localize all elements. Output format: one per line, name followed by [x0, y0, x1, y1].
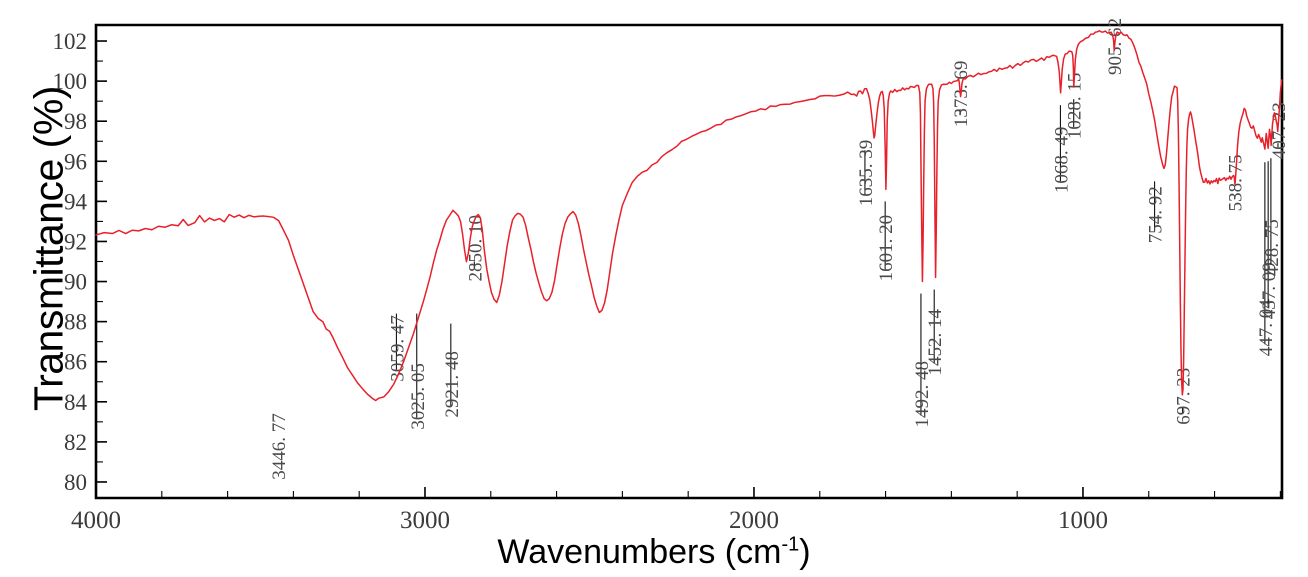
y-tick-label-group: 80 82 84 86 88 90 92 94 96 98 100 102 — [53, 29, 88, 495]
peak-label: 3059. 47 — [387, 315, 408, 382]
peak-annotation: 1028. 15 — [1065, 73, 1086, 140]
peak-label: 1068. 49 — [1051, 127, 1072, 194]
peak-label: 1601. 20 — [876, 215, 897, 282]
peak-annotation: 3025. 05 — [408, 313, 429, 430]
axis-frame — [94, 23, 1284, 500]
peak-annotation: 3059. 47 — [387, 313, 408, 382]
peak-label: 538. 75 — [1226, 154, 1247, 211]
peak-label: 905. 62 — [1105, 18, 1126, 75]
y-axis-tick-label: 86 — [64, 350, 87, 375]
peak-annotation: 447. 04 — [1256, 162, 1277, 356]
peak-annotation: 1068. 49 — [1051, 105, 1072, 193]
y-axis-tick-label: 100 — [53, 69, 88, 94]
peak-annotation: 1635. 39 — [856, 140, 877, 207]
peak-annotation: 428. 75 — [1262, 158, 1283, 276]
peak-label: 1492. 48 — [912, 361, 933, 428]
x-axis-tick-label: 2000 — [729, 507, 779, 534]
y-axis-tick-label: 102 — [53, 29, 88, 54]
spectrum-trace — [95, 29, 1283, 402]
y-axis-tick-label: 90 — [64, 270, 87, 295]
y-axis-tick-label: 92 — [64, 229, 87, 254]
x-axis-tick-label: 1000 — [1058, 507, 1108, 534]
peak-label: 3025. 05 — [408, 363, 429, 430]
peak-annotation: 697. 23 — [1174, 368, 1195, 425]
peak-label: 2850. 10 — [465, 215, 486, 282]
y-axis-tick-label: 82 — [64, 430, 87, 455]
peak-annotation: 1601. 20 — [876, 201, 897, 281]
peak-annotation: 1492. 48 — [912, 293, 933, 428]
peak-annotation: 437. 09 — [1259, 161, 1280, 319]
peak-label: 1635. 39 — [856, 140, 877, 207]
peak-label: 3446. 77 — [269, 413, 290, 480]
peak-label: 1028. 15 — [1065, 73, 1086, 140]
peak-label: 428. 75 — [1262, 219, 1283, 276]
y-axis-tick-label: 80 — [64, 470, 87, 495]
peak-annotation: 754. 92 — [1146, 181, 1167, 243]
axis-frame-group — [94, 23, 1284, 500]
peak-annotation: 1452. 14 — [925, 289, 946, 376]
x-axis-title-superscript: -1 — [781, 533, 800, 556]
y-axis-tick-label: 98 — [64, 109, 87, 134]
x-axis-tick-label: 3000 — [400, 507, 450, 534]
peak-label: 447. 04 — [1256, 299, 1277, 357]
peak-annotation: 2921. 48 — [442, 323, 463, 418]
peak-annotation: 905. 62 — [1105, 18, 1126, 75]
peak-label: 2921. 48 — [442, 351, 463, 418]
peak-annotation: 2850. 10 — [465, 215, 486, 282]
peak-label: 754. 92 — [1146, 186, 1167, 243]
y-axis-tick-label: 88 — [64, 310, 87, 335]
y-axis-tick-label: 94 — [64, 189, 88, 214]
peak-annotation: 3446. 77 — [269, 413, 290, 480]
x-axis-tick-label: 4000 — [71, 507, 121, 534]
x-tick-label-group: 4000 3000 2000 1000 — [71, 507, 1108, 534]
x-axis-title-base: Wavenumbers (cm — [497, 533, 782, 571]
x-axis-title-tail: ) — [799, 533, 811, 571]
peak-label: 437. 09 — [1259, 262, 1280, 319]
x-axis-title: Wavenumbers (cm-1) — [0, 533, 1308, 572]
y-axis-tick-label: 84 — [64, 390, 88, 415]
y-axis-tick-label: 96 — [64, 149, 87, 174]
peak-label: 1452. 14 — [925, 309, 946, 376]
peak-annotation: 538. 75 — [1226, 154, 1247, 211]
peak-label: 697. 23 — [1174, 368, 1195, 425]
